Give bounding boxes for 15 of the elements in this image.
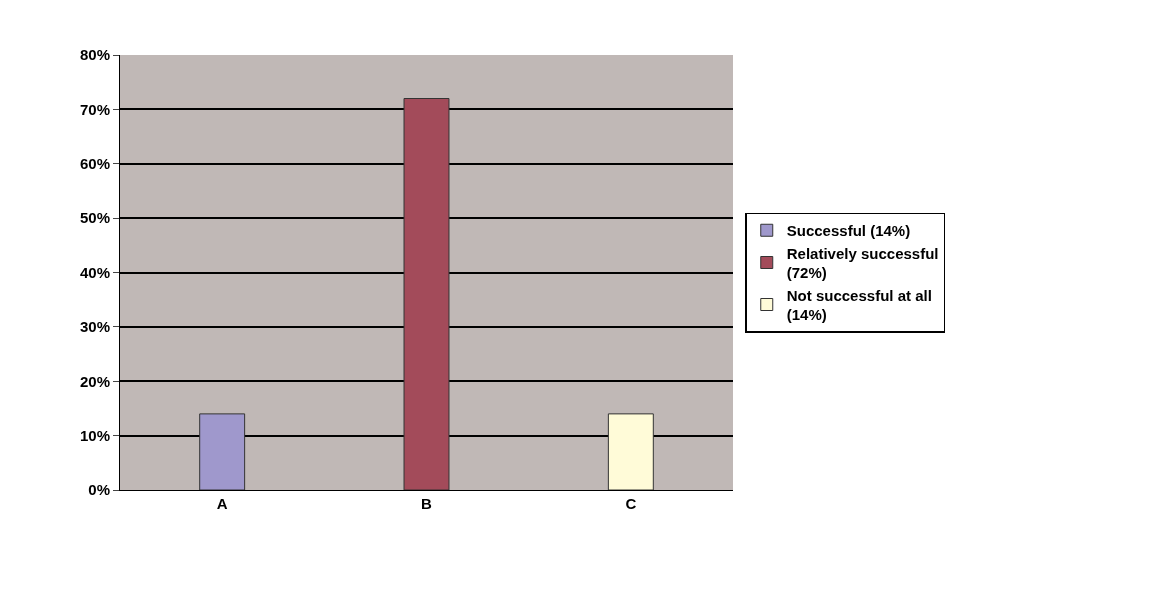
y-tick-label: 50% [79,209,110,227]
legend-label: Successful (14%) [786,222,911,240]
x-tick-label: A [216,495,228,512]
y-tick-label: 0% [88,481,110,499]
legend-label: Not successful at all (14%) [786,286,932,324]
y-tick-label: 40% [79,263,110,281]
x-tick-label: C [625,495,637,512]
y-tick-label: 70% [79,100,110,118]
y-tick-label: 80% [79,46,110,64]
y-tick-label: 20% [79,372,110,390]
y-tick-label: 60% [79,155,110,172]
y-tick-label: 30% [79,318,110,336]
x-tick-label: B [421,495,433,512]
y-tick-label: 10% [79,426,110,444]
legend-label: Relatively successful (72%) [786,244,939,282]
